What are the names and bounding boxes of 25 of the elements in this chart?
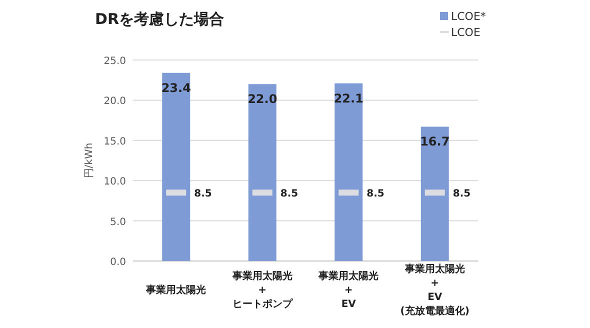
- chart-title: DRを考慮した場合: [95, 10, 224, 28]
- bar: [248, 84, 276, 261]
- data-label: 8.5: [280, 188, 298, 200]
- bar: [334, 83, 363, 261]
- data-label: 22.1: [334, 91, 364, 106]
- x-tick-label: 事業用太陽光 + EV (充放電最適化): [400, 263, 470, 317]
- y-tick-label: 5.0: [110, 216, 126, 228]
- y-tick-label: 15.0: [104, 136, 126, 148]
- legend-label: LCOE*: [451, 10, 486, 23]
- y-axis-title: 円/kWh: [84, 142, 95, 178]
- bar: [162, 72, 190, 261]
- y-tick-label: 20.0: [104, 96, 126, 108]
- x-tick-label: 事業用太陽光 + EV: [318, 270, 379, 310]
- y-tick-label: 25.0: [104, 56, 126, 67]
- y-tick-label: 0.0: [110, 257, 126, 268]
- data-label: 8.5: [366, 188, 384, 200]
- data-label: 16.7: [420, 134, 450, 149]
- x-tick-label: 事業用太陽光 + ヒートポンプ: [231, 270, 294, 310]
- legend-label: LCOE: [451, 26, 480, 39]
- data-label: 8.5: [194, 188, 212, 200]
- x-tick-label: 事業用太陽光: [145, 284, 206, 296]
- data-label: 23.4: [161, 80, 191, 95]
- data-label: 8.5: [452, 188, 471, 200]
- y-tick-label: 10.0: [104, 176, 126, 188]
- bar: [420, 126, 449, 261]
